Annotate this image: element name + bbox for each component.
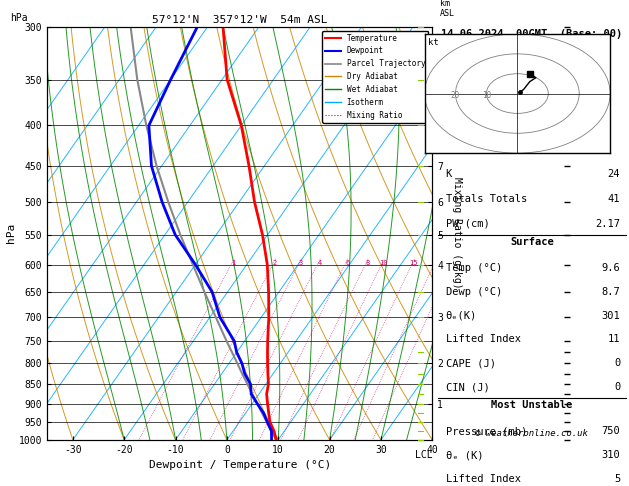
Text: 11: 11 (608, 334, 620, 345)
Text: 301: 301 (601, 311, 620, 321)
Title: 57°12'N  357°12'W  54m ASL: 57°12'N 357°12'W 54m ASL (152, 15, 328, 25)
Text: 750: 750 (601, 426, 620, 436)
Text: LCL: LCL (415, 450, 432, 460)
Legend: Temperature, Dewpoint, Parcel Trajectory, Dry Adiabat, Wet Adiabat, Isotherm, Mi: Temperature, Dewpoint, Parcel Trajectory… (322, 31, 428, 122)
Text: CAPE (J): CAPE (J) (445, 359, 496, 368)
Text: kt: kt (428, 37, 439, 47)
Y-axis label: Mixing Ratio (g/kg): Mixing Ratio (g/kg) (452, 177, 462, 289)
Text: hPa: hPa (11, 13, 28, 22)
Y-axis label: hPa: hPa (6, 223, 16, 243)
Text: Surface: Surface (510, 237, 554, 246)
Text: Lifted Index: Lifted Index (445, 334, 521, 345)
X-axis label: Dewpoint / Temperature (°C): Dewpoint / Temperature (°C) (148, 460, 331, 470)
Text: © weatheronline.co.uk: © weatheronline.co.uk (476, 429, 588, 438)
Text: 9.6: 9.6 (601, 262, 620, 273)
Text: PW (cm): PW (cm) (445, 219, 489, 229)
Text: 8: 8 (365, 260, 370, 266)
Text: 41: 41 (608, 194, 620, 204)
Text: 24: 24 (608, 169, 620, 179)
Text: Lifted Index: Lifted Index (445, 474, 521, 484)
Text: km
ASL: km ASL (440, 0, 455, 18)
Text: 310: 310 (601, 450, 620, 460)
Text: 3: 3 (299, 260, 303, 266)
Text: θₑ (K): θₑ (K) (445, 450, 483, 460)
Text: 5: 5 (614, 474, 620, 484)
Text: 2: 2 (273, 260, 277, 266)
Text: 0: 0 (614, 382, 620, 392)
Text: 20: 20 (451, 90, 460, 100)
Text: K: K (445, 169, 452, 179)
Text: 8.7: 8.7 (601, 287, 620, 296)
Text: 10: 10 (482, 90, 491, 100)
Text: 0: 0 (614, 359, 620, 368)
Text: 4: 4 (318, 260, 321, 266)
Text: Dewp (°C): Dewp (°C) (445, 287, 502, 296)
Text: 1: 1 (231, 260, 236, 266)
Text: 2.17: 2.17 (595, 219, 620, 229)
Text: 10: 10 (379, 260, 388, 266)
Text: θₑ(K): θₑ(K) (445, 311, 477, 321)
Text: Most Unstable: Most Unstable (491, 400, 572, 410)
Text: Totals Totals: Totals Totals (445, 194, 526, 204)
Text: Temp (°C): Temp (°C) (445, 262, 502, 273)
Text: 14.06.2024  00GMT  (Base: 00): 14.06.2024 00GMT (Base: 00) (442, 29, 623, 39)
Text: Pressure (mb): Pressure (mb) (445, 426, 526, 436)
Text: 15: 15 (409, 260, 418, 266)
Text: CIN (J): CIN (J) (445, 382, 489, 392)
Text: 6: 6 (345, 260, 349, 266)
